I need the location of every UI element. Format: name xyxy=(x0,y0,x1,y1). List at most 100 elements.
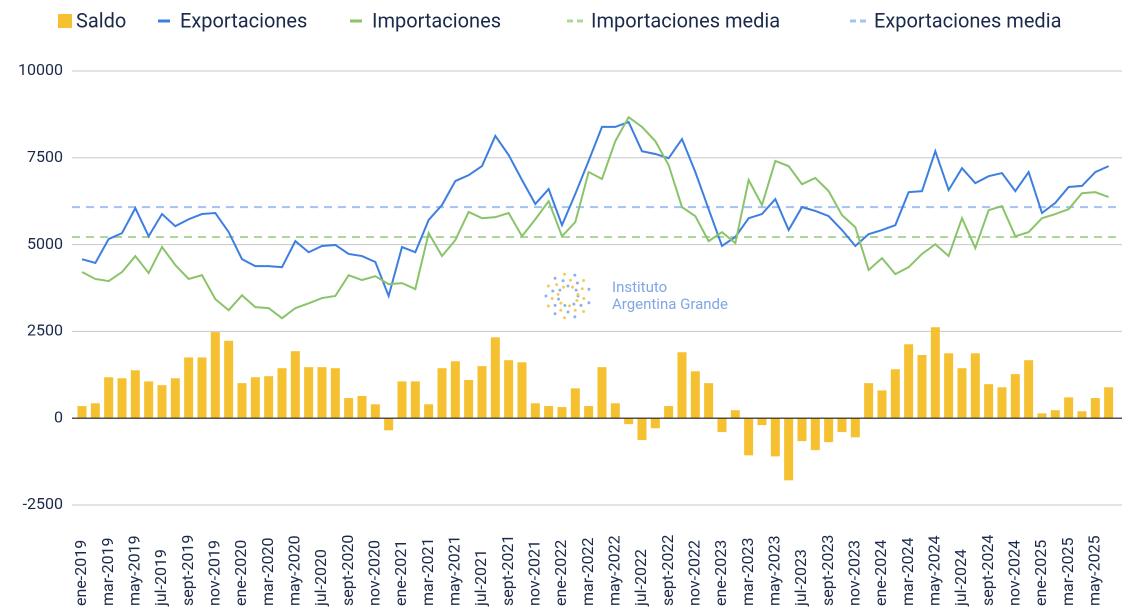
bar xyxy=(797,418,807,442)
bar xyxy=(104,377,114,419)
bar xyxy=(1010,374,1020,419)
x-tick-label: may-2022 xyxy=(605,535,624,606)
x-tick-label: nov-2024 xyxy=(1005,540,1024,606)
bar xyxy=(544,406,554,419)
watermark-dot xyxy=(573,308,577,312)
x-tick-label: ene-2023 xyxy=(711,540,730,606)
bar xyxy=(637,418,647,441)
bar xyxy=(957,368,967,419)
watermark-text: Instituto xyxy=(612,278,667,296)
x-tick-label: jul-2023 xyxy=(791,549,810,607)
x-tick-label: nov-2020 xyxy=(365,540,384,606)
watermark-dot xyxy=(576,292,580,296)
x-tick-label: may-2021 xyxy=(445,535,464,606)
watermark-dot xyxy=(559,301,563,305)
bar xyxy=(584,406,594,419)
bar xyxy=(917,355,927,419)
bar xyxy=(264,376,274,419)
watermark-dot xyxy=(566,310,570,314)
bar xyxy=(770,418,780,457)
bar xyxy=(477,366,487,419)
x-tick-label: ene-2024 xyxy=(871,540,890,606)
legend-label: Exportaciones media xyxy=(874,8,1061,32)
bar xyxy=(184,357,194,419)
watermark-dot xyxy=(572,302,576,306)
x-tick-label: sept-2019 xyxy=(178,535,197,606)
watermark-dot xyxy=(580,287,584,291)
y-tick-label: -2500 xyxy=(23,494,63,513)
bar xyxy=(597,367,607,419)
bar xyxy=(624,418,634,425)
legend-label: Importaciones media xyxy=(591,8,780,32)
bar xyxy=(824,418,834,443)
x-tick-label: mar-2022 xyxy=(578,537,597,606)
y-tick-label: 0 xyxy=(54,407,63,426)
bar xyxy=(877,390,887,419)
watermark-dot xyxy=(582,310,586,314)
bar xyxy=(517,362,527,419)
bar xyxy=(117,378,127,419)
bar xyxy=(704,383,714,419)
watermark-dot xyxy=(553,276,557,280)
legend-swatch xyxy=(58,14,72,28)
bar xyxy=(570,388,580,419)
x-tick-label: may-2025 xyxy=(1085,535,1104,606)
x-tick-label: sept-2023 xyxy=(818,535,837,606)
bar xyxy=(504,360,514,419)
bar xyxy=(730,410,740,419)
watermark-dot xyxy=(546,304,550,308)
x-tick-label: mar-2025 xyxy=(1058,537,1077,606)
bar xyxy=(530,403,540,419)
bar xyxy=(397,381,407,419)
legend-label: Importaciones xyxy=(372,8,501,32)
watermark-dot xyxy=(553,303,557,307)
watermark-dot xyxy=(587,287,591,291)
x-tick-label: nov-2022 xyxy=(685,540,704,606)
bar xyxy=(1104,387,1114,419)
bar xyxy=(357,395,367,419)
x-tick-label: may-2024 xyxy=(925,535,944,606)
bar xyxy=(690,371,700,419)
watermark-dot xyxy=(575,281,579,285)
watermark-dot xyxy=(587,301,591,305)
bar xyxy=(384,418,394,431)
legend-label: Saldo xyxy=(76,8,126,32)
x-tick-label: may-2020 xyxy=(285,535,304,606)
y-tick-label: 2500 xyxy=(27,321,63,340)
bar xyxy=(90,403,100,419)
line xyxy=(81,120,1110,300)
x-tick-label: mar-2021 xyxy=(418,537,437,606)
x-tick-label: sept-2024 xyxy=(978,535,997,606)
x-tick-label: ene-2025 xyxy=(1031,540,1050,606)
watermark-dot xyxy=(573,315,577,319)
x-tick-label: ene-2022 xyxy=(551,540,570,606)
bar xyxy=(810,418,820,451)
bar xyxy=(1064,397,1074,419)
x-tick-label: mar-2019 xyxy=(98,537,117,606)
bar xyxy=(170,378,180,419)
x-tick-label: may-2023 xyxy=(765,535,784,606)
x-tick-label: sept-2021 xyxy=(498,535,517,606)
watermark-dot xyxy=(566,284,570,288)
x-tick-label: mar-2020 xyxy=(258,537,277,606)
watermark-dot xyxy=(573,273,577,277)
bar xyxy=(664,406,674,419)
bar xyxy=(410,381,420,419)
bar xyxy=(450,361,460,419)
x-tick-label: jul-2019 xyxy=(151,549,170,607)
x-tick-label: jul-2022 xyxy=(631,549,650,607)
watermark-dot xyxy=(571,285,575,289)
bar xyxy=(77,406,87,419)
bar xyxy=(677,352,687,419)
watermark-dot xyxy=(555,283,559,287)
watermark-dot xyxy=(550,297,554,301)
watermark-dot xyxy=(546,284,550,288)
bar xyxy=(464,380,474,419)
bar xyxy=(277,368,287,419)
watermark-text: Argentina Grande xyxy=(612,295,728,313)
watermark-dot xyxy=(582,297,586,301)
x-tick-label: mar-2024 xyxy=(898,537,917,606)
watermark-dot xyxy=(556,297,560,301)
bar xyxy=(610,403,620,419)
